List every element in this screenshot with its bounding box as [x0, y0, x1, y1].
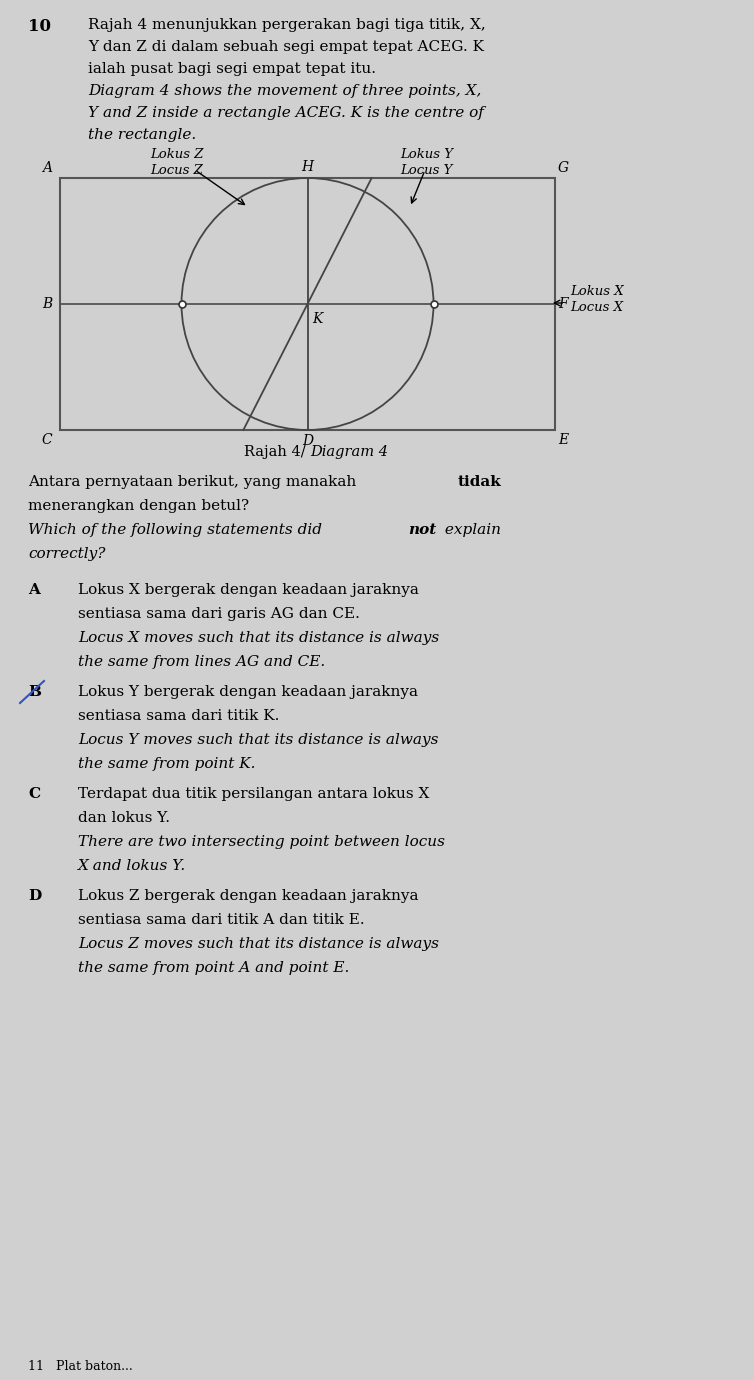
Text: Rajah 4/: Rajah 4/: [244, 444, 310, 460]
Text: C: C: [28, 787, 40, 800]
Text: the same from point A and point E.: the same from point A and point E.: [78, 960, 349, 976]
Text: Locus X moves such that its distance is always: Locus X moves such that its distance is …: [78, 631, 440, 644]
Text: Y and Z inside a rectangle ACEG. K is the centre of: Y and Z inside a rectangle ACEG. K is th…: [88, 106, 484, 120]
Text: Locus Y moves such that its distance is always: Locus Y moves such that its distance is …: [78, 733, 439, 747]
Text: G: G: [558, 161, 569, 175]
Text: Lokus X: Lokus X: [570, 286, 624, 298]
Text: Which of the following statements did: Which of the following statements did: [28, 523, 327, 537]
Text: menerangkan dengan betul?: menerangkan dengan betul?: [28, 500, 249, 513]
Text: D: D: [302, 433, 313, 448]
Text: Y dan Z di dalam sebuah segi empat tepat ACEG. K: Y dan Z di dalam sebuah segi empat tepat…: [88, 40, 484, 54]
Text: F: F: [558, 297, 568, 310]
Text: sentiasa sama dari titik K.: sentiasa sama dari titik K.: [78, 709, 280, 723]
Text: the same from point K.: the same from point K.: [78, 758, 256, 771]
Text: Diagram 4 shows the movement of three points, X,: Diagram 4 shows the movement of three po…: [88, 84, 481, 98]
Text: D: D: [28, 889, 41, 903]
Text: B: B: [28, 684, 41, 700]
Text: C: C: [41, 433, 52, 447]
Text: the rectangle.: the rectangle.: [88, 128, 196, 142]
Text: Lokus Y: Lokus Y: [400, 148, 453, 161]
Text: sentiasa sama dari titik A dan titik E.: sentiasa sama dari titik A dan titik E.: [78, 914, 365, 927]
Text: Rajah 4 menunjukkan pergerakan bagi tiga titik, X,: Rajah 4 menunjukkan pergerakan bagi tiga…: [88, 18, 486, 32]
Text: sentiasa sama dari garis AG dan CE.: sentiasa sama dari garis AG dan CE.: [78, 607, 360, 621]
Text: Lokus Z bergerak dengan keadaan jaraknya: Lokus Z bergerak dengan keadaan jaraknya: [78, 889, 418, 903]
Text: Diagram 4: Diagram 4: [310, 444, 388, 460]
Text: A: A: [42, 161, 52, 175]
Text: B: B: [41, 297, 52, 310]
Text: E: E: [558, 433, 568, 447]
Text: Antara pernyataan berikut, yang manakah: Antara pernyataan berikut, yang manakah: [28, 475, 361, 489]
Text: tidak: tidak: [458, 475, 501, 489]
Text: H: H: [302, 160, 314, 174]
Text: K: K: [312, 312, 323, 326]
Text: Locus X: Locus X: [570, 301, 623, 315]
Text: Terdapat dua titik persilangan antara lokus X: Terdapat dua titik persilangan antara lo…: [78, 787, 429, 800]
Text: Locus Y: Locus Y: [400, 164, 452, 177]
Text: Lokus Y bergerak dengan keadaan jaraknya: Lokus Y bergerak dengan keadaan jaraknya: [78, 684, 418, 700]
Text: Lokus Z: Lokus Z: [150, 148, 204, 161]
Text: Locus Z moves such that its distance is always: Locus Z moves such that its distance is …: [78, 937, 439, 951]
Text: dan lokus Y.: dan lokus Y.: [78, 811, 170, 825]
Text: There are two intersecting point between locus: There are two intersecting point between…: [78, 835, 445, 849]
Text: A: A: [28, 582, 40, 598]
Text: not: not: [408, 523, 437, 537]
Text: correctly?: correctly?: [28, 546, 106, 562]
Text: Locus Z: Locus Z: [150, 164, 203, 177]
Text: 11   Plat baton...: 11 Plat baton...: [28, 1361, 133, 1373]
Text: X and lokus Y.: X and lokus Y.: [78, 858, 186, 874]
Text: explain: explain: [440, 523, 501, 537]
Text: the same from lines AG and CE.: the same from lines AG and CE.: [78, 656, 325, 669]
Text: 10: 10: [28, 18, 51, 34]
Text: ialah pusat bagi segi empat tepat itu.: ialah pusat bagi segi empat tepat itu.: [88, 62, 376, 76]
Text: Lokus X bergerak dengan keadaan jaraknya: Lokus X bergerak dengan keadaan jaraknya: [78, 582, 419, 598]
